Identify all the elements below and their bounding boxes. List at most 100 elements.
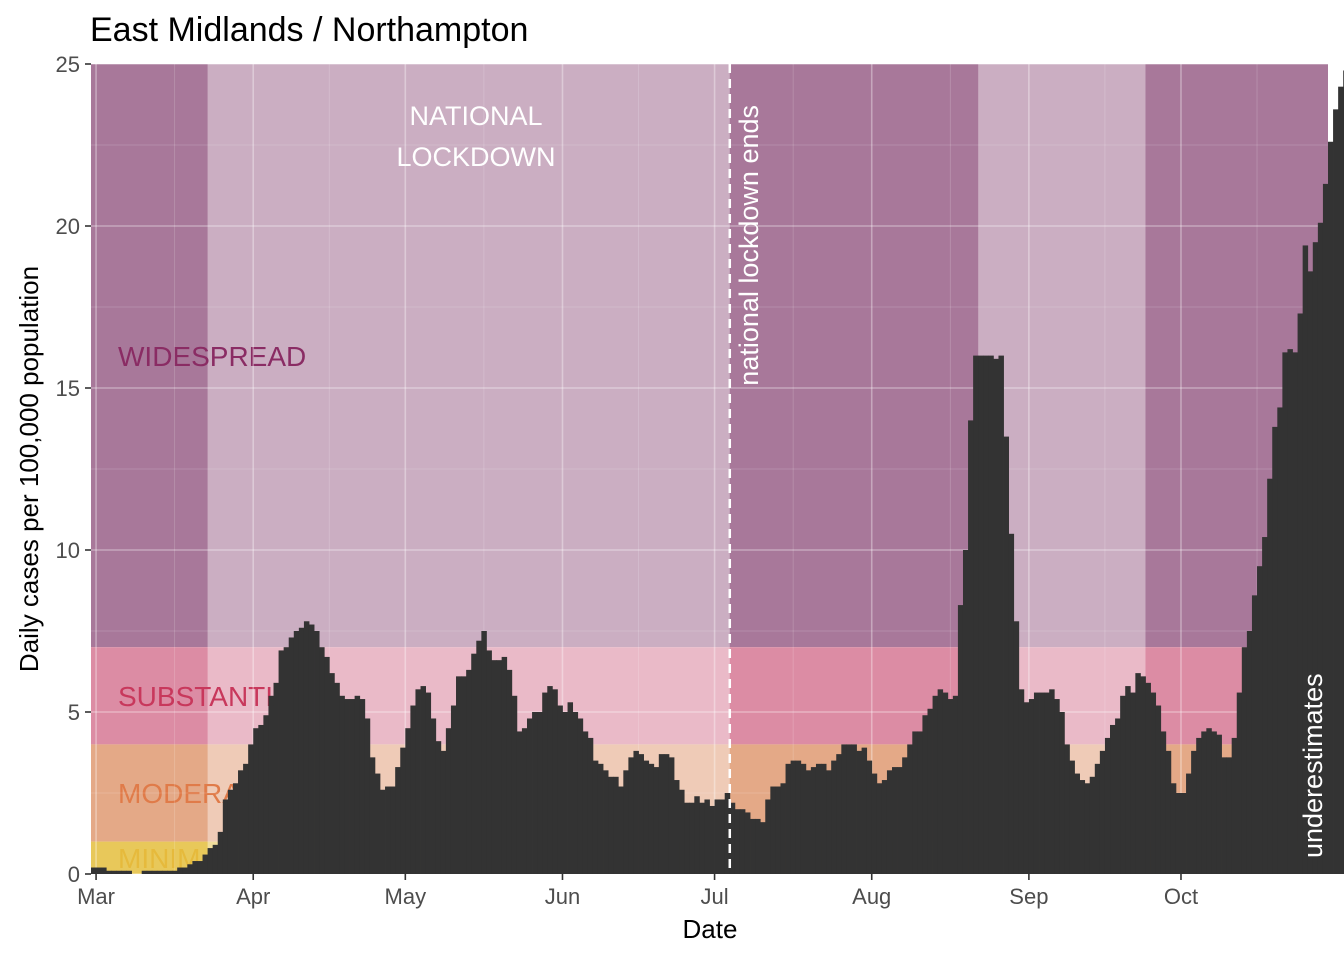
bar [724,793,731,874]
x-tick-label: Aug [852,884,891,909]
bar [608,776,614,874]
bar [592,760,599,874]
bar [420,686,426,874]
bar [947,699,954,874]
bar [1150,692,1157,874]
bar [542,692,548,874]
bar [734,809,741,874]
bar [1074,773,1080,874]
bar-series [91,70,1344,875]
bar [1003,436,1010,874]
bar [1287,349,1293,874]
bar [126,870,132,874]
bar [476,640,482,874]
bar [572,712,579,874]
x-tick-label: Mar [77,884,115,909]
bar [1221,757,1228,874]
bar [369,757,376,874]
x-axis-title: Date [683,914,738,944]
bar [101,867,107,874]
bar [106,870,112,874]
bar [486,650,492,874]
bar [861,747,868,874]
bar [354,695,361,874]
bar [658,754,665,874]
bar [603,770,609,874]
bar [395,767,401,874]
x-tick-label: Oct [1164,884,1198,909]
bar [202,854,209,874]
x-tick-label: Apr [236,884,270,909]
bar [719,799,726,874]
bar [978,355,984,875]
bar [222,799,229,874]
bar [1160,731,1167,874]
bar [582,731,589,874]
bar [521,728,528,874]
bar [1039,692,1045,874]
bar [1104,737,1111,874]
bar [1282,352,1288,874]
bar [1322,183,1329,874]
bar [780,783,786,874]
band-widespread [91,64,1328,648]
bar [648,763,655,874]
bar [400,747,406,874]
bar [871,773,878,874]
bar [851,744,857,874]
bar [729,802,736,874]
bar [826,770,832,874]
bar [1180,793,1187,874]
bar [876,783,883,874]
bar [790,760,797,874]
bar [886,770,893,874]
bar [846,744,852,874]
bar [815,763,822,874]
bar [577,718,584,874]
bar [334,682,340,874]
bar [689,802,695,874]
bar [907,744,913,874]
bar [238,770,244,874]
bar [217,831,224,874]
bar [227,789,234,874]
bar [643,760,650,874]
bar [283,647,290,874]
bar [1262,537,1268,874]
bar [1044,692,1050,874]
bar [679,789,685,874]
bar [821,763,827,874]
bar [506,669,513,874]
bar [892,767,898,874]
bar [161,870,168,874]
bar [405,728,411,874]
bar [1211,731,1217,874]
bar [937,689,944,874]
national-lockdown-label-line2: LOCKDOWN [396,142,555,172]
bar [268,695,274,874]
bar [1028,699,1035,874]
bar [182,867,188,874]
bar [390,786,396,874]
bar [1094,763,1101,874]
bar [770,786,776,874]
band-label-widespread: WIDESPREAD [118,341,306,372]
bar [526,718,533,874]
bar [831,760,837,874]
bar [897,767,903,874]
bar [461,676,467,874]
bar [912,731,918,874]
bar [192,861,198,874]
bar [694,796,700,874]
bar [739,809,746,874]
bar [623,770,629,874]
bar [156,870,163,874]
bar [516,731,523,874]
bar [177,867,183,874]
bar [146,870,153,874]
bar [836,754,842,874]
bar [278,650,285,874]
bar [1338,86,1344,875]
bar [1059,712,1065,874]
y-tick-label: 5 [68,700,80,725]
